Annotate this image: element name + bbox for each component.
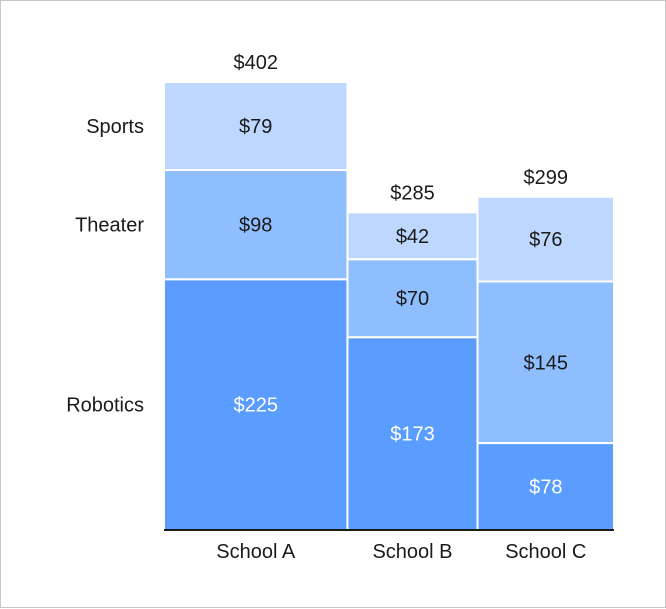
segment-label: $76 <box>529 229 562 251</box>
category-label: School A <box>216 541 296 563</box>
total-label: $402 <box>233 52 278 74</box>
category-labels: School A School B School C <box>216 541 586 563</box>
segment-label: $225 <box>233 395 278 417</box>
series-label-robotics: Robotics <box>66 395 144 417</box>
segment-theater-school-a <box>163 169 349 281</box>
series-label-theater: Theater <box>75 215 144 237</box>
category-label: School B <box>372 541 452 563</box>
total-label: $285 <box>390 182 435 204</box>
series-labels: Robotics Theater Sports <box>66 116 144 417</box>
segment-sports-school-c <box>476 195 615 283</box>
segment-label: $98 <box>239 215 272 237</box>
segment-label: $173 <box>390 424 435 446</box>
segment-labels: $225 $98 $79 $173 $70 $42 $78 $145 $76 <box>233 116 568 499</box>
segment-theater-school-c <box>476 280 615 445</box>
total-label: $299 <box>524 167 569 189</box>
segment-robotics-school-a <box>163 278 349 531</box>
segment-theater-school-b <box>346 258 479 339</box>
segment-sports-school-a <box>163 81 349 172</box>
segment-robotics-school-b <box>346 336 479 531</box>
total-labels: $402 $285 $299 <box>233 52 568 204</box>
series-label-sports: Sports <box>86 116 144 138</box>
segment-sports-school-b <box>346 211 479 261</box>
chart-segments <box>163 81 615 531</box>
segment-label: $70 <box>396 288 429 310</box>
segment-label: $145 <box>524 352 569 374</box>
segment-label: $78 <box>529 477 562 499</box>
segment-label: $79 <box>239 116 272 138</box>
category-label: School C <box>505 541 586 563</box>
segment-label: $42 <box>396 226 429 248</box>
